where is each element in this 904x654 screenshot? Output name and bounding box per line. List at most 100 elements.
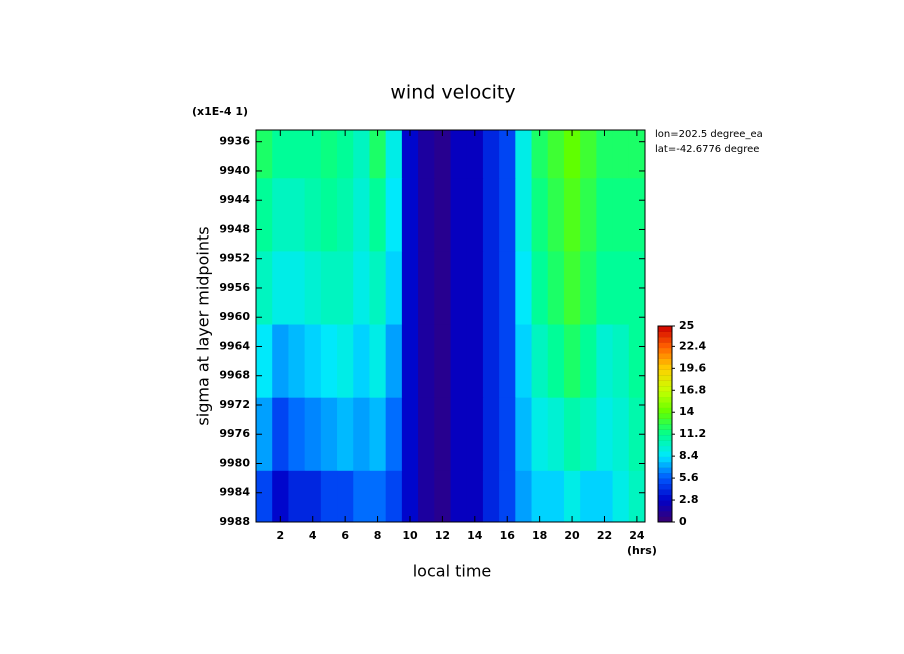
- cell: [596, 324, 614, 399]
- cell: [482, 251, 500, 326]
- cell: [612, 324, 630, 399]
- colorbar-band: [658, 467, 672, 474]
- cell: [450, 470, 468, 523]
- colorbar-tick-label: 0: [679, 515, 687, 528]
- cell: [450, 251, 468, 326]
- colorbar-band: [658, 347, 672, 354]
- x-tick-label: 10: [402, 529, 418, 542]
- cell: [563, 178, 581, 252]
- cell: [418, 178, 435, 252]
- cell: [499, 251, 516, 326]
- cell: [304, 470, 322, 523]
- cell: [320, 178, 338, 252]
- cell: [385, 397, 403, 472]
- cell: [466, 324, 484, 399]
- cell: [288, 470, 306, 523]
- cell: [337, 397, 354, 472]
- cell: [385, 251, 403, 326]
- cell: [385, 470, 403, 523]
- cell: [418, 397, 435, 472]
- cell: [515, 130, 533, 179]
- cell: [369, 470, 387, 523]
- cell: [418, 130, 435, 179]
- cell: [337, 251, 354, 326]
- cell: [547, 251, 565, 326]
- x-tick-label: 14: [467, 529, 483, 542]
- cell: [515, 397, 533, 472]
- x-tick-label: 20: [564, 529, 580, 542]
- cell: [256, 178, 273, 252]
- cell: [482, 470, 500, 523]
- cell: [434, 178, 451, 252]
- cell: [434, 251, 451, 326]
- cell: [466, 130, 484, 179]
- colorbar-band: [658, 445, 672, 452]
- cell: [482, 130, 500, 179]
- cell: [531, 397, 549, 472]
- x-tick-label: 22: [597, 529, 612, 542]
- y-tick-label: 9968: [219, 369, 250, 382]
- cell: [288, 324, 306, 399]
- cell: [337, 178, 354, 252]
- cell: [547, 470, 565, 523]
- cell: [272, 130, 289, 179]
- cell: [596, 397, 614, 472]
- colorbar-band: [658, 494, 672, 501]
- plot-frame: [255, 129, 646, 523]
- cell: [369, 251, 387, 326]
- colorbar-band: [658, 434, 672, 441]
- y-tick-label: 9964: [219, 339, 250, 352]
- cell: [434, 470, 451, 523]
- cell: [612, 178, 630, 252]
- cell: [563, 251, 581, 326]
- cell: [596, 178, 614, 252]
- colorbar-band: [658, 483, 672, 490]
- colorbar-band: [658, 402, 672, 408]
- cell: [272, 324, 289, 399]
- colorbar-band: [658, 396, 672, 403]
- colorbar-band: [658, 511, 672, 517]
- y-tick-label: 9952: [219, 252, 250, 265]
- cell: [337, 324, 354, 399]
- cell: [385, 178, 403, 252]
- colorbar-tick-label: 25: [679, 319, 694, 332]
- cell: [466, 470, 484, 523]
- cell: [450, 397, 468, 472]
- cell: [580, 397, 597, 472]
- cell: [337, 130, 354, 179]
- cell: [353, 130, 370, 179]
- cell: [547, 324, 565, 399]
- cell: [628, 324, 646, 399]
- colorbar-band: [658, 500, 672, 506]
- cell: [320, 470, 338, 523]
- y-tick-label: 9944: [219, 193, 250, 206]
- cell: [515, 324, 533, 399]
- cell: [531, 251, 549, 326]
- cell: [596, 470, 614, 523]
- colorbar-tick-label: 22.4: [679, 339, 706, 352]
- y-tick-label: 9956: [219, 281, 250, 294]
- cell: [531, 130, 549, 179]
- x-tick-label: 2: [276, 529, 284, 542]
- cell: [369, 324, 387, 399]
- cell: [401, 324, 419, 399]
- cell: [580, 178, 597, 252]
- cell: [515, 470, 533, 523]
- x-tick-label: 24: [629, 529, 645, 542]
- cell: [288, 251, 306, 326]
- cell: [304, 178, 322, 252]
- colorbar-band: [658, 364, 672, 370]
- cell: [547, 178, 565, 252]
- colorbar-tick-label: 5.6: [679, 471, 699, 484]
- cell: [288, 178, 306, 252]
- x-tick-label: 12: [435, 529, 450, 542]
- cell: [304, 251, 322, 326]
- colorbar-band: [658, 456, 672, 463]
- cell: [256, 251, 273, 326]
- cell: [596, 251, 614, 326]
- y-tick-label: 9988: [219, 515, 250, 528]
- cell: [612, 470, 630, 523]
- cell: [418, 470, 435, 523]
- cell: [337, 470, 354, 523]
